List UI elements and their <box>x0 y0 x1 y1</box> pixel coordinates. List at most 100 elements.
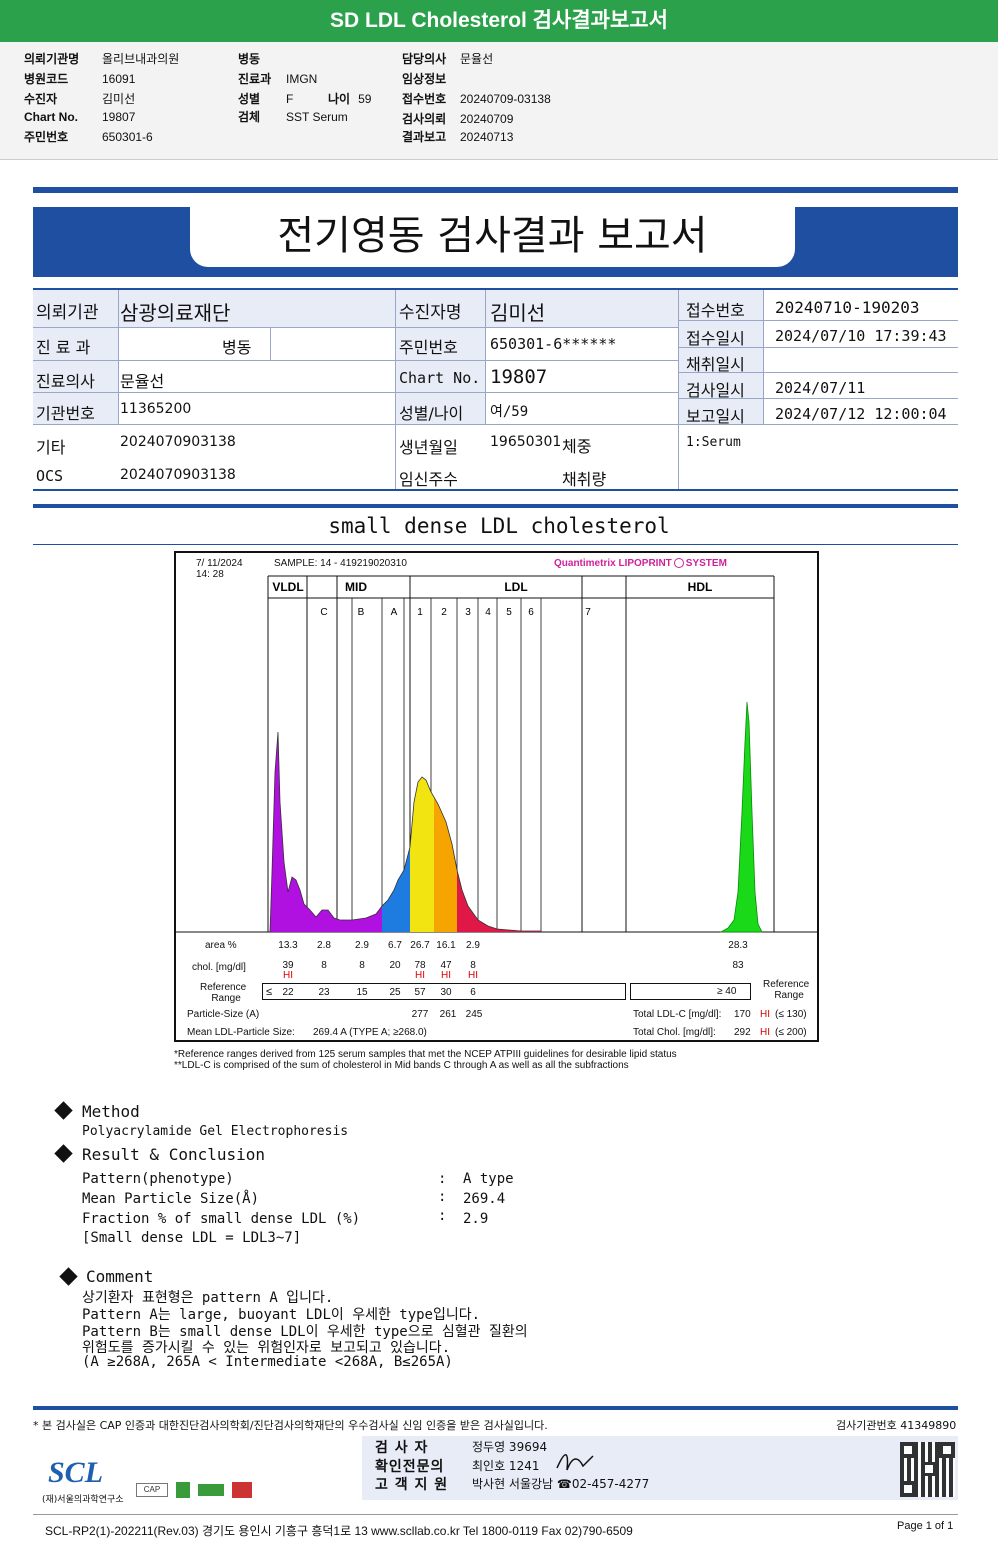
mean-label: Mean LDL-Particle Size: <box>187 1027 295 1038</box>
comment-line: Pattern A는 large, buoyant LDL이 우세한 type입… <box>82 1307 481 1323</box>
band-label: 2 <box>441 607 447 618</box>
ref-value: 25 <box>389 987 401 998</box>
org-number: 검사기관번호 41349890 <box>836 1419 957 1432</box>
total-chol-flag: HI <box>760 1027 770 1038</box>
total-chol-ref: (≤ 200) <box>775 1027 807 1038</box>
divider <box>33 187 958 193</box>
signature-mark <box>556 1454 594 1471</box>
ref-range-box-hdl <box>630 983 751 1000</box>
footnote: *Reference ranges derived from 125 serum… <box>174 1049 677 1060</box>
curve-segment <box>410 777 434 932</box>
top-info-item: 주민번호 650301-6 <box>24 130 153 144</box>
area-value: 6.7 <box>388 940 402 951</box>
top-info-item: 병동 <box>238 52 261 66</box>
comment-line: (A ≥268A, 265A < Intermediate <268A, B≤2… <box>82 1354 453 1370</box>
hdl-peak <box>719 701 763 933</box>
chol-value: 8 <box>321 960 327 971</box>
top-info-panel: 의뢰기관명 올리브내과의원 병원코드 16091 수진자 김미선 Chart No. 1… <box>0 42 998 160</box>
ref-value: 6 <box>470 987 476 998</box>
area-value: 2.8 <box>317 940 331 951</box>
area-value: 2.9 <box>466 940 480 951</box>
hi-flag: HI <box>283 970 293 981</box>
footer-label: 확인전문의 <box>375 1459 445 1475</box>
page-number: Page 1 of 1 <box>897 1520 954 1532</box>
group-label: MID <box>345 580 367 594</box>
curve-segment <box>478 920 541 932</box>
hi-flag: HI <box>415 970 425 981</box>
chol-value-hdl: 83 <box>732 960 744 971</box>
bullet-icon <box>54 1144 73 1163</box>
footer-value: 정두영 39694 <box>472 1440 548 1454</box>
scl-logo-sub: (재)서울의과학연구소 <box>42 1495 124 1505</box>
ref-value: 23 <box>318 987 330 998</box>
total-chol-label: Total Chol. [mg/dl]: <box>633 1027 716 1038</box>
signature-box <box>362 1436 958 1500</box>
area-value: 2.9 <box>355 940 369 951</box>
chart-time: 14: 28 <box>196 569 224 580</box>
section-title: small dense LDL cholesterol <box>328 514 670 538</box>
top-info-item: 수진자 김미선 <box>24 92 136 106</box>
total-ldl-value: 170 <box>734 1009 751 1020</box>
cert-text: * 본 검사실은 CAP 인증과 대한진단검사의학회/진단검사의학재단의 우수검… <box>33 1419 548 1432</box>
result-label: Mean Particle Size(Å) <box>82 1191 260 1207</box>
method-title: Method <box>82 1102 140 1121</box>
top-info-item: 임상정보 <box>402 72 447 86</box>
method-text: Polyacrylamide Gel Electrophoresis <box>82 1124 349 1139</box>
chol-value: 78 <box>414 960 426 971</box>
chart-date: 7/ 11/2024 <box>196 558 243 569</box>
particle-value: 277 <box>411 1009 429 1020</box>
top-info-item: 성별 F <box>238 92 294 106</box>
ref-prefix: ≤ <box>266 986 273 998</box>
total-ldl-flag: HI <box>760 1009 770 1020</box>
chart-plot: VLDL MID LDL HDL C B A 1 2 3 4 5 6 7 <box>176 575 817 933</box>
band-label: 5 <box>506 607 512 618</box>
ref-value: 30 <box>440 987 452 998</box>
curve-segment <box>434 797 457 932</box>
curve-outline <box>269 731 541 933</box>
top-info-item: 검사의뢰 20240709 <box>402 112 514 126</box>
top-info-item: 접수번호 20240709-03138 <box>402 92 551 106</box>
top-info-item: 검체 SST Serum <box>238 110 348 124</box>
curve-segment <box>382 847 410 932</box>
ref-row-label: Reference Range <box>200 982 247 1004</box>
hi-flag: HI <box>441 970 451 981</box>
footer-label: 고 객 지 원 <box>375 1477 449 1493</box>
curve-segment <box>307 906 382 932</box>
result-value: 269.4 <box>463 1191 506 1207</box>
chol-row-label: chol. [mg/dl] <box>192 962 246 973</box>
comment-line: 위험도를 증가시킬 수 있는 위험인자로 보고되고 있습니다. <box>82 1340 451 1356</box>
band-label: 6 <box>528 607 534 618</box>
area-row-label: area % <box>205 940 237 951</box>
result-label: Pattern(phenotype) <box>82 1171 234 1187</box>
ref-hdl: ≥ 40 <box>717 986 737 997</box>
band-label: 1 <box>417 607 423 618</box>
group-label: VLDL <box>272 580 303 594</box>
band-label: 3 <box>465 607 471 618</box>
top-info-item: 병원코드 16091 <box>24 72 136 86</box>
curve-segment <box>457 870 478 932</box>
area-value-hdl: 28.3 <box>728 940 748 951</box>
particle-value: 245 <box>465 1009 483 1020</box>
ref-row-label-right: Reference Range <box>763 979 810 1001</box>
comment-line: 상기환자 표현형은 pattern A 입니다. <box>82 1290 334 1306</box>
divider <box>33 1514 958 1515</box>
area-value: 16.1 <box>436 940 456 951</box>
result-sep: : <box>438 1171 447 1187</box>
top-info-age: 나이 59 <box>328 92 372 106</box>
chol-value: 47 <box>440 960 452 971</box>
bullet-icon <box>59 1267 78 1286</box>
band-label: 7 <box>585 607 591 618</box>
band-label: C <box>320 607 327 618</box>
band-label: 4 <box>485 607 491 618</box>
group-label: HDL <box>688 580 713 594</box>
chart-sample: SAMPLE: 14 - 419219020310 <box>274 558 407 569</box>
hi-flag: HI <box>468 970 478 981</box>
particle-label: Particle-Size (A) <box>187 1009 260 1020</box>
group-label: LDL <box>504 580 527 594</box>
result-value: 2.9 <box>463 1211 489 1227</box>
scl-logo: SCL <box>48 1456 104 1489</box>
chol-value: 8 <box>359 960 365 971</box>
lipoprint-chart: 7/ 11/2024 14: 28 SAMPLE: 14 - 419219020… <box>174 551 819 1042</box>
chart-brand: Quantimetrix LIPOPRINT SYSTEM <box>554 558 727 569</box>
result-label: Fraction % of small dense LDL (%) <box>82 1211 361 1227</box>
